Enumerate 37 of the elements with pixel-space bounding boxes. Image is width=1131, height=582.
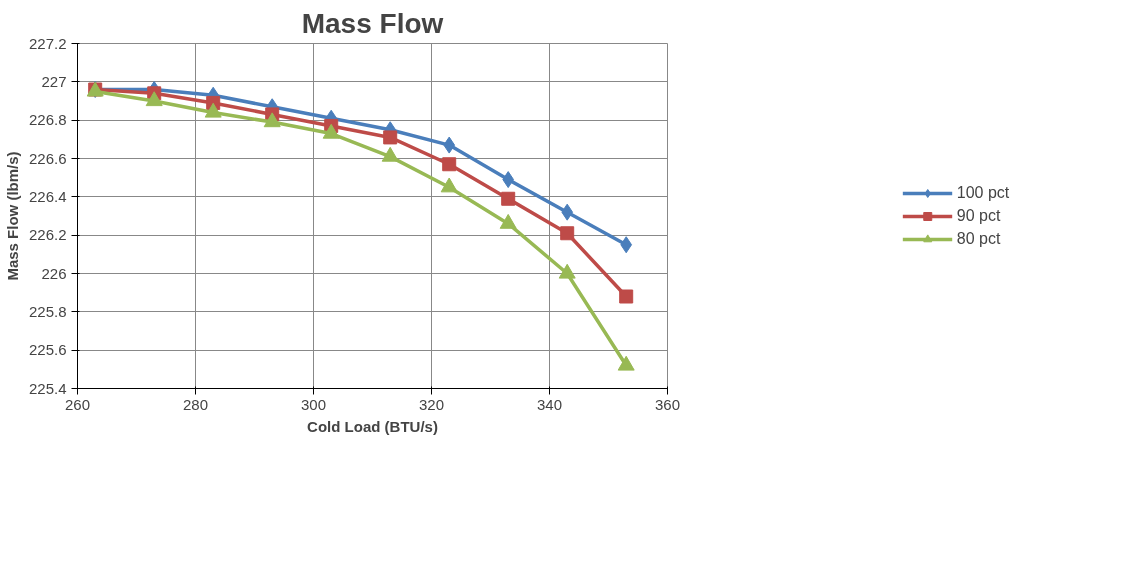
point [619,289,634,304]
point [443,136,456,154]
y-tick-label: 227 [41,72,67,90]
x-tick-label: 280 [182,395,209,413]
y-tick-label: 226.4 [28,187,67,205]
legend-label: 90 pct [956,206,1001,225]
point [440,177,458,193]
legend-label: 80 pct [956,229,1001,248]
point [620,236,633,254]
x-tick-label: 260 [64,395,91,413]
x-tick-label: 340 [536,395,563,413]
point [145,91,163,107]
point [383,130,398,145]
y-tick-label: 226.8 [28,111,67,129]
y-tick-label: 226.6 [28,149,67,167]
point [263,112,281,128]
y-tick-label: 225.4 [28,379,67,397]
x-tick-label: 360 [654,395,681,413]
x-tick-label: 320 [418,395,445,413]
y-tick-label: 225.8 [28,302,67,320]
x-tick-label: 300 [300,395,327,413]
y-tick-label: 226 [41,264,67,282]
point [499,213,517,229]
point [617,355,635,371]
y-tick-label: 225.6 [28,341,67,359]
point [560,226,575,241]
point [561,203,574,221]
y-tick-label: 226.2 [28,226,67,244]
point [442,157,457,172]
point [558,263,576,279]
chart-title: Mass Flow [301,7,444,39]
point [501,191,516,206]
legend-label: 100 pct [956,183,1010,202]
y-axis-title: Mass Flow (lbm/s) [3,151,21,281]
point [502,171,515,189]
x-axis-title: Cold Load (BTU/s) [307,417,438,435]
y-tick-label: 227.2 [28,34,67,52]
